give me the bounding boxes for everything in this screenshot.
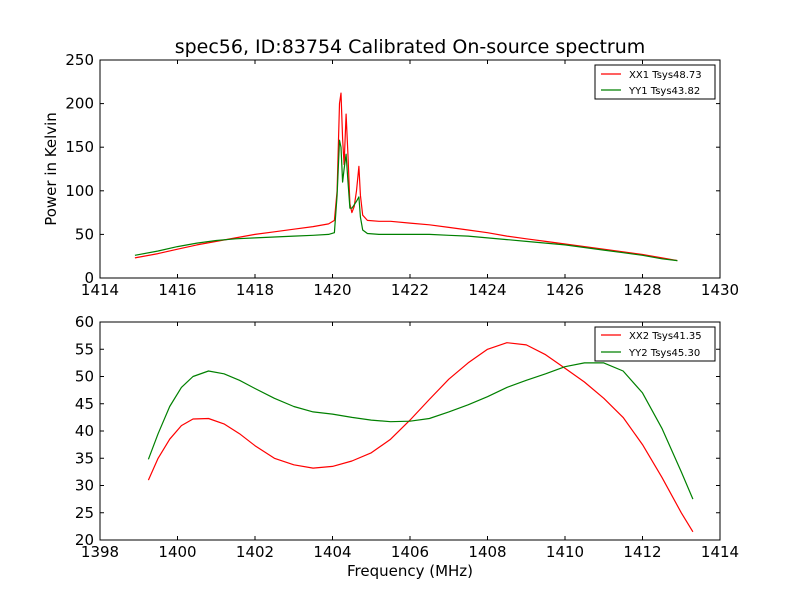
bottom-x-tick-label: 1398	[81, 543, 119, 561]
top-x-tick-label: 1426	[546, 281, 584, 299]
bottom-x-tick-label: 1408	[468, 543, 506, 561]
bottom-x-tick-label: 1402	[236, 543, 274, 561]
bottom-y-tick-label: 25	[75, 504, 94, 522]
bottom-y-tick-label: 30	[75, 477, 94, 495]
bottom-y-tick-label: 40	[75, 422, 94, 440]
bottom-y-tick-label: 20	[75, 531, 94, 549]
top-x-tick-label: 1416	[158, 281, 196, 299]
bottom-series-group	[147, 342, 694, 533]
legend-label-xx1: XX1 Tsys48.73	[629, 70, 702, 81]
top-x-tick-label: 1424	[468, 281, 506, 299]
top-series-group	[134, 92, 678, 262]
top-y-tick-label: 250	[65, 51, 94, 69]
top-legend-box	[594, 64, 716, 100]
top-x-tick-label: 1430	[701, 281, 739, 299]
bottom-series-line-0	[147, 342, 694, 533]
top-y-tick-label: 150	[65, 138, 94, 156]
bottom-y-tick-label: 35	[75, 449, 94, 467]
top-y-tick-label: 100	[65, 182, 94, 200]
bottom-y-tick-label: 50	[75, 368, 94, 386]
bottom-y-tick-label: 60	[75, 313, 94, 331]
bottom-x-tick-label: 1404	[313, 543, 351, 561]
bottom-y-tick-label: 45	[75, 395, 94, 413]
top-x-tick-label: 1428	[623, 281, 661, 299]
legend-label-yy2: YY2 Tsys45.30	[628, 348, 700, 359]
chart-title: spec56, ID:83754 Calibrated On-source sp…	[175, 36, 646, 58]
top-panel: 1414 1416 1418 1420 1422 1424 1426 1428 1430 0 50 1…	[42, 51, 739, 299]
bottom-x-tick-label: 1400	[158, 543, 196, 561]
top-x-tick-label: 1420	[313, 281, 351, 299]
bottom-legend: XX2 Tsys41.35 YY2 Tsys45.30	[594, 326, 716, 362]
bottom-panel: 1398 1400 1402 1404 1406 1408 1410 1412 1414 20 25…	[75, 313, 739, 580]
bottom-x-axis-label: Frequency (MHz)	[347, 562, 473, 580]
top-series-line-0	[134, 92, 678, 262]
top-y-tick-label: 0	[84, 269, 94, 287]
bottom-x-tick-label: 1414	[701, 543, 739, 561]
top-legend: XX1 Tsys48.73 YY1 Tsys43.82	[594, 64, 716, 100]
bottom-ticks: 1398 1400 1402 1404 1406 1408 1410 1412 1414 20 25…	[75, 313, 739, 561]
bottom-y-tick-label: 55	[75, 340, 94, 358]
top-x-tick-label: 1414	[81, 281, 119, 299]
bottom-legend-box	[594, 326, 716, 362]
bottom-x-tick-label: 1406	[391, 543, 429, 561]
top-series-line-1	[134, 139, 678, 262]
top-x-tick-label: 1418	[236, 281, 274, 299]
top-y-tick-label: 50	[75, 225, 94, 243]
top-ticks: 1414 1416 1418 1420 1422 1424 1426 1428 1430 0 50 1…	[65, 51, 739, 299]
bottom-series-line-1	[147, 362, 694, 500]
top-y-axis-label: Power in Kelvin	[42, 112, 60, 226]
top-y-tick-label: 200	[65, 95, 94, 113]
bottom-x-tick-label: 1410	[546, 543, 584, 561]
top-x-tick-label: 1422	[391, 281, 429, 299]
legend-label-xx2: XX2 Tsys41.35	[629, 331, 702, 342]
bottom-x-tick-label: 1412	[623, 543, 661, 561]
legend-label-yy1: YY1 Tsys43.82	[628, 86, 700, 97]
